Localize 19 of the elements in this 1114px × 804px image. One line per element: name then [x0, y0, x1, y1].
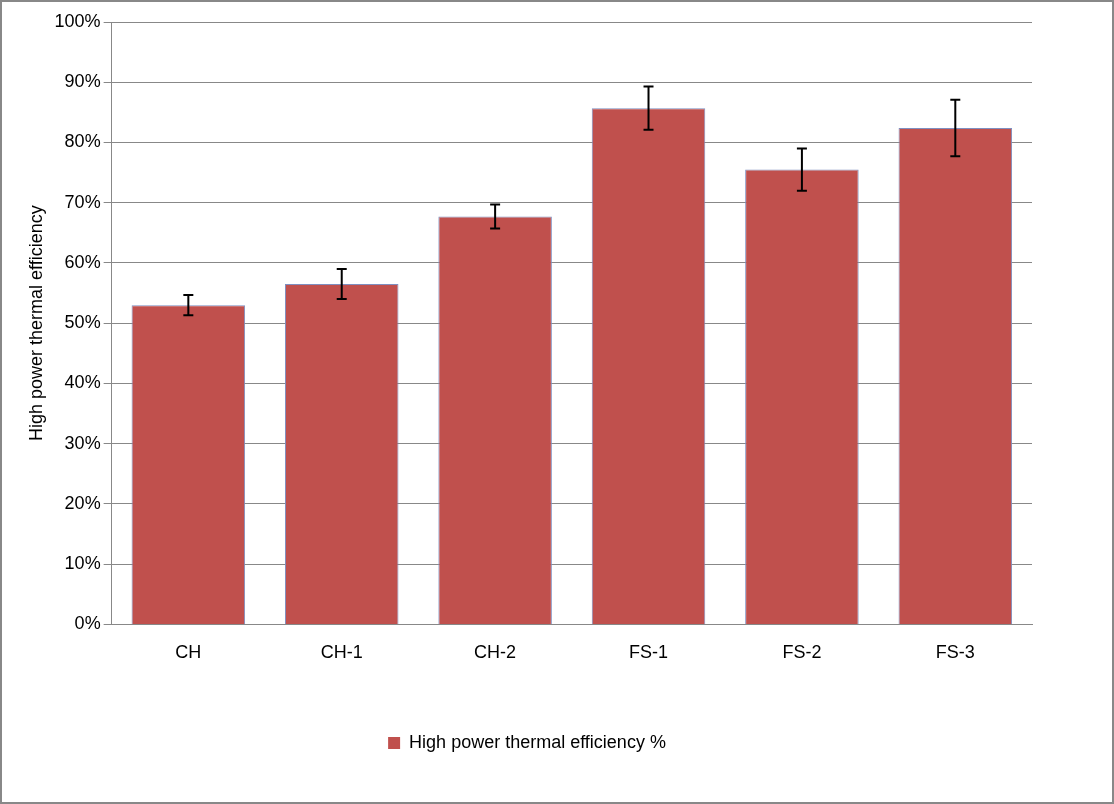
x-tick-label: CH	[175, 642, 202, 663]
legend-label: High power thermal efficiency %	[409, 731, 666, 752]
x-tick-label: CH-2	[474, 642, 517, 663]
y-tick-label: 100%	[54, 10, 101, 31]
y-tick-label: 80%	[64, 131, 101, 152]
x-tick-label: FS-2	[782, 642, 822, 663]
y-tick-label: 50%	[64, 312, 101, 333]
y-tick-label: 30%	[64, 432, 101, 453]
y-tick-label: 10%	[64, 553, 101, 574]
y-tick-label: 0%	[74, 613, 101, 634]
x-tick-label: CH-1	[320, 642, 363, 663]
y-tick-label: 60%	[64, 251, 101, 272]
x-tick-label: FS-3	[935, 642, 975, 663]
y-axis-title: High power thermal efficiency	[25, 205, 46, 442]
y-tick-label: 70%	[64, 191, 101, 212]
y-tick-label: 90%	[64, 71, 101, 92]
x-tick-label: FS-1	[629, 642, 669, 663]
y-tick-label: 20%	[64, 492, 101, 513]
y-tick-label: 40%	[64, 372, 101, 393]
